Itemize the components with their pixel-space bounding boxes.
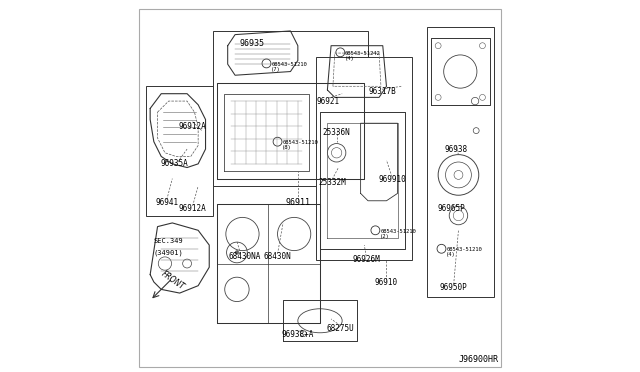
FancyBboxPatch shape — [316, 57, 412, 260]
Text: (7): (7) — [271, 67, 281, 72]
Text: 68430NA: 68430NA — [228, 252, 260, 262]
Text: 08543-51210: 08543-51210 — [380, 228, 416, 234]
Text: 68430N: 68430N — [264, 252, 291, 262]
Text: 96912A: 96912A — [179, 204, 207, 214]
Text: (2): (2) — [380, 234, 390, 239]
Text: 96935A: 96935A — [160, 159, 188, 169]
Text: FRONT: FRONT — [159, 269, 186, 291]
Text: 68275U: 68275U — [326, 324, 354, 333]
Text: (4): (4) — [345, 56, 355, 61]
Text: 96965P: 96965P — [438, 203, 466, 213]
Text: 96935: 96935 — [239, 39, 264, 48]
Text: 96921: 96921 — [317, 97, 340, 106]
Text: 96941: 96941 — [156, 198, 179, 207]
Text: 96317B: 96317B — [368, 87, 396, 96]
Circle shape — [235, 251, 239, 254]
Text: 25332M: 25332M — [318, 178, 346, 187]
FancyBboxPatch shape — [213, 31, 368, 186]
Text: 25336N: 25336N — [323, 128, 351, 137]
FancyBboxPatch shape — [139, 9, 501, 367]
Text: 96926M: 96926M — [352, 254, 380, 264]
Text: J96900HR: J96900HR — [459, 355, 499, 364]
FancyBboxPatch shape — [427, 27, 493, 297]
Text: (4): (4) — [446, 252, 456, 257]
Text: (8): (8) — [282, 145, 292, 150]
Text: 96938: 96938 — [444, 145, 467, 154]
FancyBboxPatch shape — [147, 86, 213, 215]
Text: 08543-51242: 08543-51242 — [345, 51, 381, 55]
Text: SEC.349: SEC.349 — [154, 238, 184, 244]
Text: 96911: 96911 — [285, 198, 310, 207]
Text: 08543-51210: 08543-51210 — [282, 140, 318, 145]
Text: 96938+A: 96938+A — [282, 330, 314, 339]
Text: 96950P: 96950P — [440, 283, 468, 292]
Text: 96912A: 96912A — [179, 122, 207, 131]
Text: 96910: 96910 — [375, 278, 398, 287]
Text: 08543-51210: 08543-51210 — [446, 247, 482, 252]
Text: (34901): (34901) — [154, 249, 184, 256]
Text: 969910: 969910 — [378, 175, 406, 184]
Text: 08543-51210: 08543-51210 — [271, 62, 307, 67]
